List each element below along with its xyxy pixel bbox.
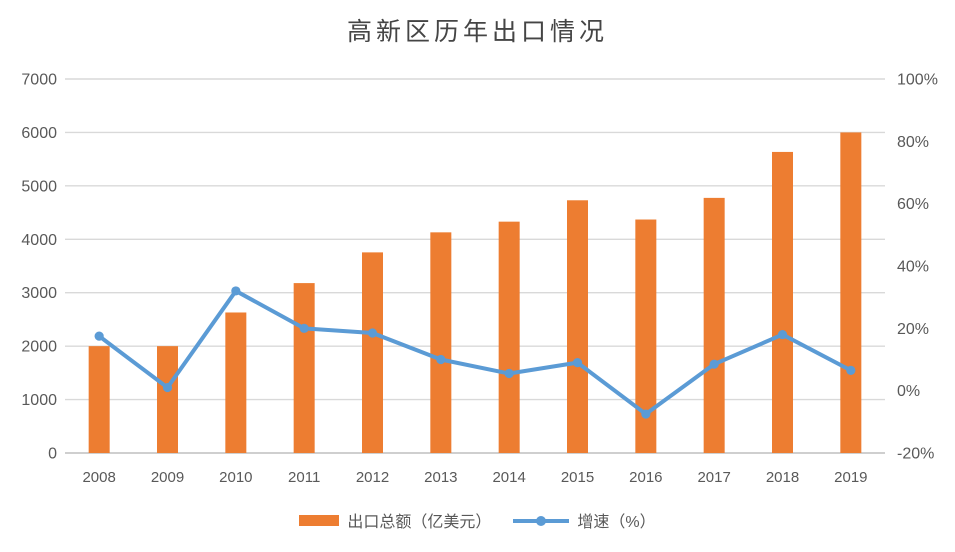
right-tick-label: 0% [897,383,920,400]
right-tick-label: 100% [897,72,938,89]
x-tick-label-2017: 2017 [697,469,730,486]
right-axis-ticks: -20% 0% 20% 40% 60% 80% 100% [897,72,938,463]
point-2013 [436,354,446,365]
point-2016 [641,409,651,419]
point-2014 [504,368,514,379]
bar-2016 [635,219,657,453]
legend-label-exports: 出口总额（亿美元） [347,514,492,531]
bar-2008 [88,346,110,453]
point-2019 [846,365,856,376]
point-2012 [367,328,378,338]
line-swatch-dot [536,515,547,526]
x-tick-label-2016: 2016 [629,469,662,486]
bar-2009 [157,346,178,453]
legend-label-growth: 增速（%） [577,514,656,531]
bar-2014 [498,221,520,453]
left-axis-ticks: 0 1000 2000 3000 4000 5000 6000 7000 [21,72,57,463]
bar-2019 [840,132,862,453]
bar-2013 [430,232,452,453]
bar-2017 [703,197,725,453]
left-tick-label: 3000 [21,285,57,302]
point-2017 [709,359,719,369]
chart-title: 高新区历年出口情况 [346,17,608,46]
line-swatch-icon [513,515,570,526]
legend-item-exports: 出口总额（亿美元） [299,508,491,532]
right-tick-label: 40% [897,259,929,276]
left-tick-label: 0 [48,446,57,463]
line-series [94,286,856,419]
x-tick-label-2010: 2010 [219,469,252,486]
x-axis-labels: 2008 2009 2010 2011 2012 2013 2014 2015 2016 2017… [82,469,867,486]
x-tick-label-2012: 2012 [356,469,389,486]
right-tick-label: -20% [897,446,934,463]
point-2010 [231,286,241,296]
left-tick-label: 1000 [21,392,57,409]
left-tick-label: 4000 [21,232,57,249]
x-tick-label-2008: 2008 [82,469,115,486]
point-2015 [572,358,583,368]
x-tick-label-2018: 2018 [766,469,799,486]
growth-line [97,288,853,417]
right-tick-label: 20% [897,321,929,338]
x-tick-label-2015: 2015 [561,469,594,486]
x-tick-label-2011: 2011 [288,469,320,486]
bar-2018 [772,151,793,453]
x-tick-label-2014: 2014 [492,469,525,486]
gridlines [65,78,885,454]
bar-2015 [567,200,588,453]
right-tick-label: 60% [897,196,929,213]
left-tick-label: 2000 [21,339,57,356]
left-tick-label: 6000 [21,125,57,142]
point-2011 [299,323,309,333]
left-tick-label: 7000 [21,72,57,89]
bar-2010 [225,312,247,453]
right-tick-label: 80% [897,134,929,151]
bar-swatch-icon [299,514,340,526]
point-2009 [162,382,173,393]
point-2018 [777,329,788,340]
x-tick-label-2013: 2013 [424,469,457,486]
x-tick-label-2009: 2009 [151,469,184,486]
left-tick-label: 5000 [21,178,57,195]
bar-2011 [293,283,315,453]
legend: 出口总额（亿美元） 增速（%） [0,508,955,532]
bar-series [88,132,862,453]
legend-item-growth: 增速（%） [513,508,656,532]
bar-2012 [362,252,383,453]
x-tick-label-2019: 2019 [834,469,867,486]
point-2008 [94,331,104,341]
